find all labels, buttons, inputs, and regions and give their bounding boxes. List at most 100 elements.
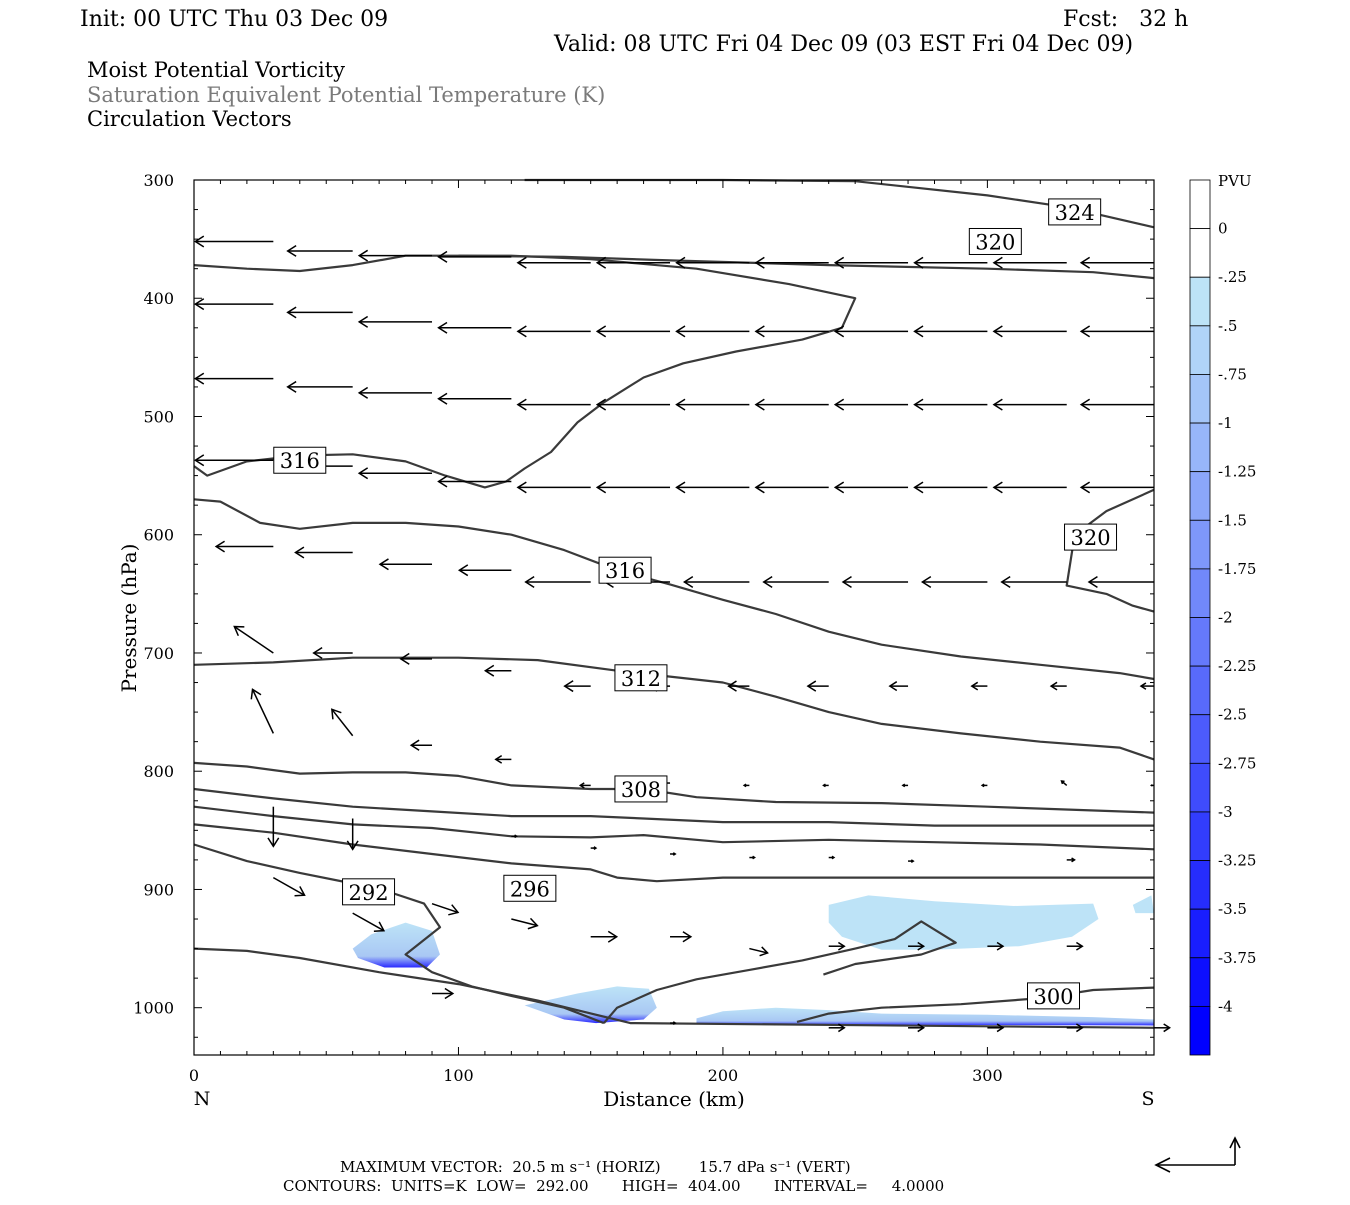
vector-head: [1087, 576, 1098, 589]
vector-head: [675, 398, 686, 411]
vector-head: [399, 652, 410, 665]
vector-head: [250, 688, 262, 700]
circulation-vector: [267, 806, 280, 848]
circulation-vector: [992, 481, 1067, 494]
y-tick-label: 600: [143, 526, 174, 545]
plot-area: 324 320 316 316 320 312 308 296 292 300: [193, 178, 1171, 1033]
circulation-vector: [841, 576, 909, 589]
colorbar-bin: [1189, 276, 1211, 327]
pv-shaded-region: [828, 895, 1099, 950]
circulation-vector: [970, 681, 988, 691]
circulation-vector: [595, 256, 671, 269]
colorbar-bin: [1189, 228, 1211, 278]
contour-label-box: [342, 878, 396, 906]
vector-head: [841, 576, 852, 589]
x-end-label-south: S: [1141, 1088, 1154, 1110]
colorbar-label: 0: [1218, 220, 1228, 238]
circulation-vector: [754, 398, 829, 411]
circulation-vector: [762, 576, 829, 589]
circulation-vector: [595, 481, 671, 494]
vector-head: [742, 783, 747, 788]
colorbar-label: -.5: [1218, 317, 1237, 335]
circulation-vector: [980, 783, 988, 788]
vector-shaft: [431, 902, 459, 914]
colorbar-label: -2.5: [1218, 706, 1247, 724]
theta-e-contour-300: [796, 986, 1155, 1023]
contour-label-box: [503, 874, 557, 902]
vector-head: [920, 576, 932, 589]
vector-head: [286, 380, 297, 393]
vector-head: [357, 249, 369, 262]
vector-head: [675, 325, 686, 338]
vector-head: [672, 1021, 677, 1025]
vector-head: [516, 256, 527, 269]
colorbar-bin: [1189, 179, 1211, 230]
circulation-vector: [432, 987, 455, 1000]
circulation-vector: [437, 250, 512, 263]
circulation-vector: [516, 325, 591, 338]
vector-head: [563, 680, 574, 693]
colorbar-label: -.25: [1218, 268, 1247, 286]
y-tick-label: 300: [143, 171, 174, 190]
circulation-vector: [214, 540, 274, 553]
circulation-vector: [511, 917, 539, 930]
circulation-vector: [913, 398, 988, 411]
vector-head: [593, 846, 598, 850]
x-tick-label: 300: [972, 1066, 1003, 1085]
vector-head: [754, 325, 765, 338]
vector-shaft: [749, 947, 768, 954]
circulation-vector: [331, 708, 354, 737]
vector-shaft: [251, 689, 275, 734]
x-axis-title: Distance (km): [603, 1087, 745, 1111]
circulation-vector: [437, 475, 512, 488]
vector-head: [754, 256, 765, 269]
circulation-vector: [908, 859, 915, 863]
theta-e-contour-300: [603, 920, 957, 1024]
circulation-vector: [913, 256, 988, 269]
vector-shaft: [331, 708, 354, 737]
circulation-vector: [754, 325, 829, 338]
y-tick-label: 800: [143, 762, 174, 781]
circulation-vector: [992, 398, 1067, 411]
circulation-vector: [992, 256, 1067, 269]
vector-head: [514, 834, 518, 839]
circulation-vector: [437, 392, 512, 405]
circulation-vector: [193, 454, 274, 467]
colorbar-label: -4: [1218, 997, 1233, 1015]
circulation-vector: [352, 912, 386, 932]
colorbar-bin: [1189, 908, 1211, 959]
circulation-vector: [590, 846, 598, 850]
contour-label: 308: [621, 778, 661, 802]
circulation-vector: [250, 688, 275, 734]
vector-head: [996, 1023, 1005, 1033]
vector-head: [444, 987, 455, 1000]
contour-label-box: [1064, 523, 1118, 551]
circulation-vector: [987, 941, 1005, 951]
circulation-vector: [357, 467, 433, 480]
circulation-vector: [675, 256, 750, 269]
vector-head: [346, 840, 359, 851]
vector-head: [917, 1023, 926, 1033]
vector-head: [992, 256, 1003, 269]
circulation-vector: [806, 680, 829, 692]
contour-label: 300: [1033, 985, 1073, 1009]
circulation-vector: [828, 855, 836, 860]
theta-e-contour-300: [193, 805, 1155, 851]
vector-head: [1163, 1023, 1171, 1033]
vector-shaft: [352, 912, 385, 932]
vector-head: [1060, 780, 1065, 785]
vector-head: [193, 298, 205, 311]
circulation-vector: [286, 244, 353, 257]
circulation-vector: [378, 558, 433, 571]
vector-head: [833, 481, 845, 494]
field-title-3: Circulation Vectors: [87, 107, 292, 131]
vector-head: [286, 306, 297, 319]
circulation-vector: [992, 325, 1067, 338]
circulation-vector: [1000, 576, 1067, 589]
circulation-vector: [742, 783, 750, 788]
circulation-vector: [431, 902, 460, 916]
vector-head: [762, 576, 773, 589]
vector-head: [1149, 784, 1153, 787]
circulation-vector: [828, 1023, 846, 1033]
